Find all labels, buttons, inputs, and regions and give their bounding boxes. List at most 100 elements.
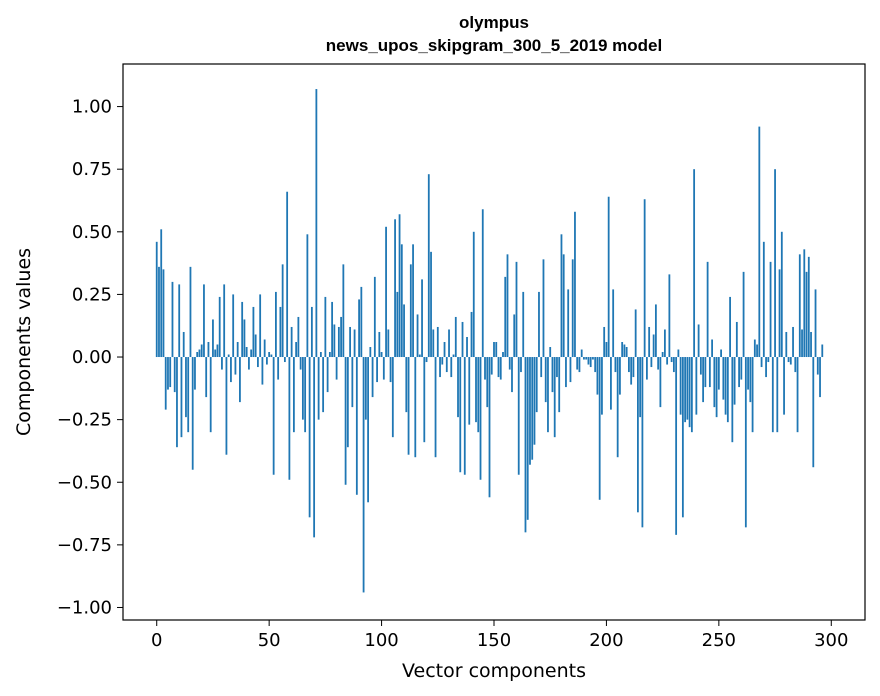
bar	[277, 357, 280, 380]
bar	[493, 342, 495, 358]
bar	[292, 357, 295, 433]
bar	[241, 301, 244, 358]
bar	[398, 214, 401, 358]
bar	[324, 296, 327, 358]
bar	[814, 289, 817, 358]
bar	[821, 344, 824, 358]
bar	[619, 357, 621, 395]
bar	[263, 339, 266, 358]
bar	[304, 357, 307, 433]
bar	[252, 306, 255, 358]
bar	[670, 357, 673, 363]
bar	[369, 347, 372, 358]
bar	[706, 261, 709, 358]
bar	[517, 357, 520, 475]
bar	[331, 301, 334, 358]
bar	[189, 266, 192, 358]
bar	[612, 289, 615, 358]
bar	[441, 357, 444, 365]
bar	[225, 357, 228, 455]
y-tick-label: −0.50	[57, 472, 112, 493]
bar	[751, 357, 754, 433]
bar	[562, 254, 565, 358]
bar	[254, 334, 257, 358]
bar	[715, 357, 718, 418]
bar	[421, 279, 423, 358]
bar	[803, 249, 806, 358]
bar	[713, 357, 716, 408]
bar	[227, 354, 230, 358]
bar	[342, 264, 345, 358]
bar	[594, 357, 597, 373]
bar	[164, 357, 167, 410]
bar	[511, 357, 513, 393]
bar	[470, 311, 473, 358]
bar	[355, 357, 358, 495]
bar	[155, 241, 158, 358]
x-axis-ticks: 0 50 100 150 200 250 300	[151, 620, 848, 651]
bar	[767, 357, 770, 363]
bar	[167, 357, 169, 390]
bar	[623, 344, 626, 358]
bar	[729, 296, 731, 358]
bar	[769, 261, 772, 358]
bar	[385, 226, 387, 358]
bar	[520, 357, 522, 373]
bar	[796, 357, 799, 433]
bar	[816, 357, 819, 375]
bar	[367, 357, 369, 503]
bars-group	[155, 89, 824, 593]
y-tick-label: 0.00	[72, 347, 112, 368]
bar	[607, 196, 610, 358]
bar	[351, 357, 354, 408]
bar	[477, 357, 480, 433]
bar	[180, 357, 183, 438]
bar	[257, 357, 259, 368]
bar	[749, 357, 752, 403]
bar	[542, 259, 545, 358]
bar	[380, 352, 383, 358]
y-tick-label: −0.25	[57, 410, 112, 431]
bar	[461, 321, 464, 358]
bar	[596, 357, 599, 395]
bar	[798, 254, 801, 358]
bar	[810, 331, 812, 358]
x-tick-label: 250	[702, 630, 736, 651]
bar	[717, 357, 720, 390]
bar	[409, 264, 412, 358]
bar	[663, 329, 666, 358]
bar	[387, 329, 390, 358]
bar	[373, 276, 376, 358]
bar	[553, 357, 556, 438]
bar	[484, 357, 486, 380]
bar	[362, 357, 365, 593]
y-tick-label: −1.00	[57, 597, 112, 618]
bar	[340, 316, 342, 358]
bar	[614, 357, 617, 373]
bar	[621, 342, 624, 358]
bar	[776, 357, 779, 433]
bar	[475, 357, 477, 423]
bar	[194, 357, 196, 390]
bar	[598, 357, 601, 500]
bar	[434, 357, 437, 458]
bar	[722, 357, 725, 400]
bar	[196, 352, 199, 358]
bar	[245, 347, 248, 358]
bar	[283, 357, 286, 363]
bar	[459, 357, 462, 473]
bar	[344, 357, 347, 485]
bar	[457, 357, 459, 418]
bar	[580, 349, 583, 358]
bar	[259, 294, 262, 358]
bar	[221, 357, 223, 370]
bar	[605, 342, 608, 358]
bar	[549, 347, 552, 358]
bar	[472, 231, 475, 358]
bar	[301, 357, 304, 420]
bar	[666, 357, 669, 365]
bar	[699, 357, 702, 375]
bar	[382, 357, 385, 380]
bar	[524, 357, 527, 533]
